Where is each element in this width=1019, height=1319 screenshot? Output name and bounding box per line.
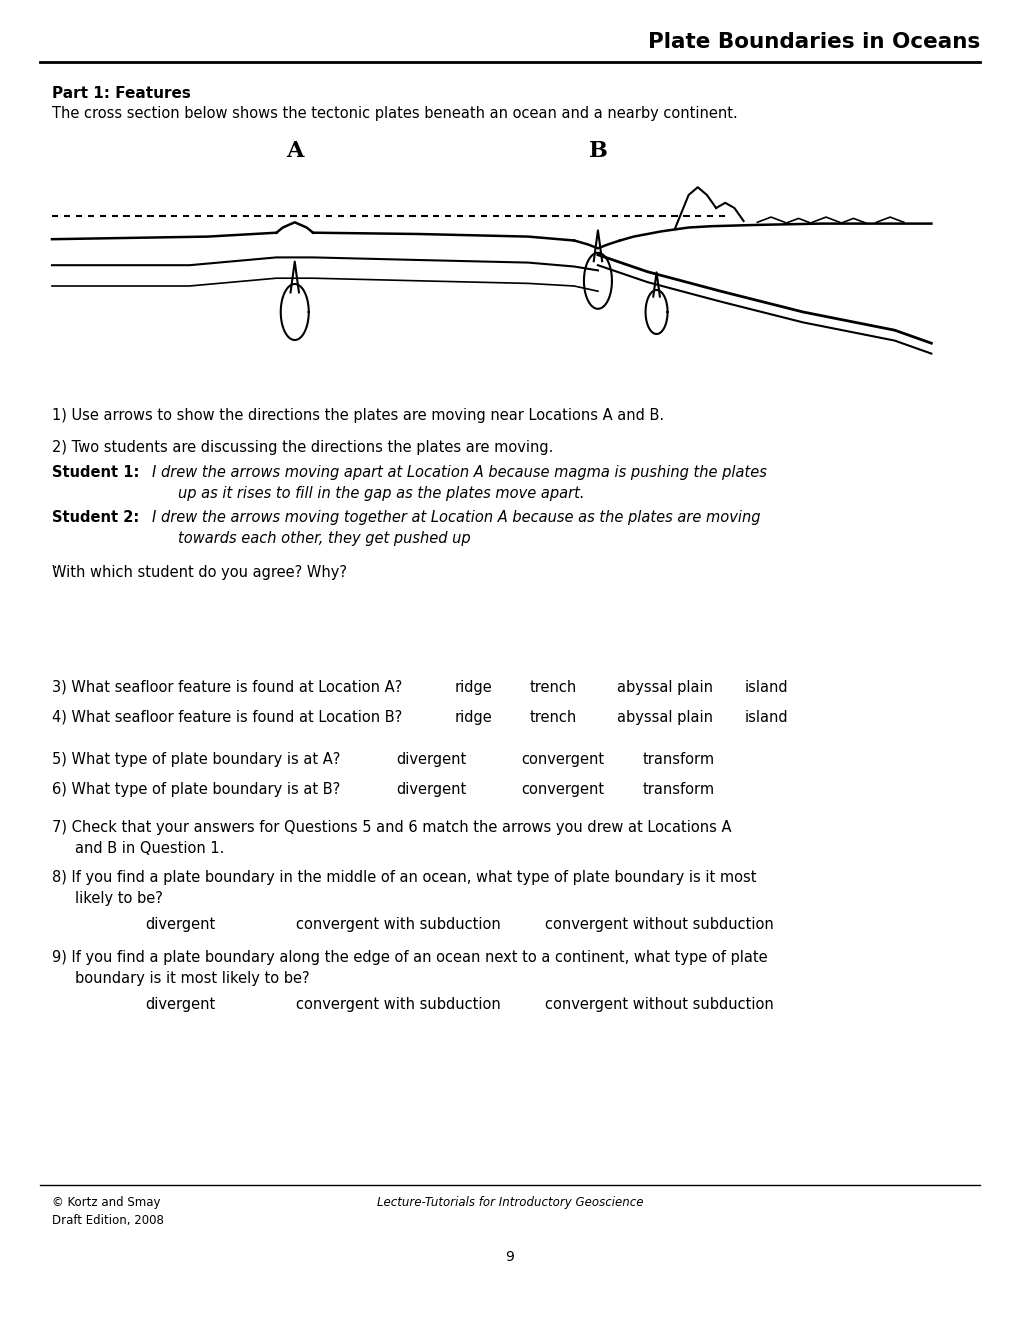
- Text: boundary is it most likely to be?: boundary is it most likely to be?: [75, 971, 310, 987]
- Text: 6) What type of plate boundary is at B?: 6) What type of plate boundary is at B?: [52, 782, 340, 797]
- Text: island: island: [744, 710, 788, 725]
- Text: 8) If you find a plate boundary in the middle of an ocean, what type of plate bo: 8) If you find a plate boundary in the m…: [52, 871, 756, 885]
- Text: transform: transform: [642, 782, 714, 797]
- Text: The cross section below shows the tectonic plates beneath an ocean and a nearby : The cross section below shows the tecton…: [52, 106, 737, 121]
- Text: ridge: ridge: [454, 681, 492, 695]
- Text: convergent: convergent: [521, 752, 603, 768]
- Text: island: island: [744, 681, 788, 695]
- Text: convergent with subduction: convergent with subduction: [296, 917, 500, 933]
- Text: I drew the arrows moving together at Location A because as the plates are moving: I drew the arrows moving together at Loc…: [152, 510, 760, 525]
- Text: convergent with subduction: convergent with subduction: [296, 997, 500, 1012]
- Text: convergent without subduction: convergent without subduction: [544, 997, 773, 1012]
- Text: Part 1: Features: Part 1: Features: [52, 86, 191, 102]
- Text: I drew the arrows moving apart at Location A because magma is pushing the plates: I drew the arrows moving apart at Locati…: [152, 466, 766, 480]
- Text: Draft Edition, 2008: Draft Edition, 2008: [52, 1213, 164, 1227]
- Text: 7) Check that your answers for Questions 5 and 6 match the arrows you drew at Lo: 7) Check that your answers for Questions…: [52, 820, 731, 835]
- Text: transform: transform: [642, 752, 714, 768]
- Text: 9) If you find a plate boundary along the edge of an ocean next to a continent, : 9) If you find a plate boundary along th…: [52, 950, 767, 966]
- Text: and B in Question 1.: and B in Question 1.: [75, 842, 224, 856]
- Text: abyssal plain: abyssal plain: [616, 710, 712, 725]
- Text: With which student do you agree? Why?: With which student do you agree? Why?: [52, 565, 346, 580]
- Text: abyssal plain: abyssal plain: [616, 681, 712, 695]
- Text: divergent: divergent: [145, 997, 215, 1012]
- Text: Student 2:: Student 2:: [52, 510, 140, 525]
- Text: Lecture-Tutorials for Introductory Geoscience: Lecture-Tutorials for Introductory Geosc…: [376, 1196, 643, 1210]
- Text: trench: trench: [530, 710, 577, 725]
- Text: divergent: divergent: [395, 782, 466, 797]
- Text: divergent: divergent: [145, 917, 215, 933]
- Text: © Kortz and Smay: © Kortz and Smay: [52, 1196, 160, 1210]
- Text: .: .: [52, 557, 57, 571]
- Text: Plate Boundaries in Oceans: Plate Boundaries in Oceans: [647, 32, 979, 51]
- Text: 3) What seafloor feature is found at Location A?: 3) What seafloor feature is found at Loc…: [52, 681, 401, 695]
- Text: B: B: [588, 140, 606, 162]
- Text: A: A: [285, 140, 303, 162]
- Text: Student 1:: Student 1:: [52, 466, 140, 480]
- Text: towards each other, they get pushed up: towards each other, they get pushed up: [178, 532, 470, 546]
- Text: trench: trench: [530, 681, 577, 695]
- Text: divergent: divergent: [395, 752, 466, 768]
- Text: 2) Two students are discussing the directions the plates are moving.: 2) Two students are discussing the direc…: [52, 441, 553, 455]
- Text: convergent: convergent: [521, 782, 603, 797]
- Text: 4) What seafloor feature is found at Location B?: 4) What seafloor feature is found at Loc…: [52, 710, 401, 725]
- Text: 5) What type of plate boundary is at A?: 5) What type of plate boundary is at A?: [52, 752, 340, 768]
- Text: up as it rises to fill in the gap as the plates move apart.: up as it rises to fill in the gap as the…: [178, 485, 584, 501]
- Text: 1) Use arrows to show the directions the plates are moving near Locations A and : 1) Use arrows to show the directions the…: [52, 408, 663, 423]
- Text: likely to be?: likely to be?: [75, 892, 163, 906]
- Text: convergent without subduction: convergent without subduction: [544, 917, 773, 933]
- Text: ridge: ridge: [454, 710, 492, 725]
- Text: 9: 9: [505, 1250, 514, 1264]
